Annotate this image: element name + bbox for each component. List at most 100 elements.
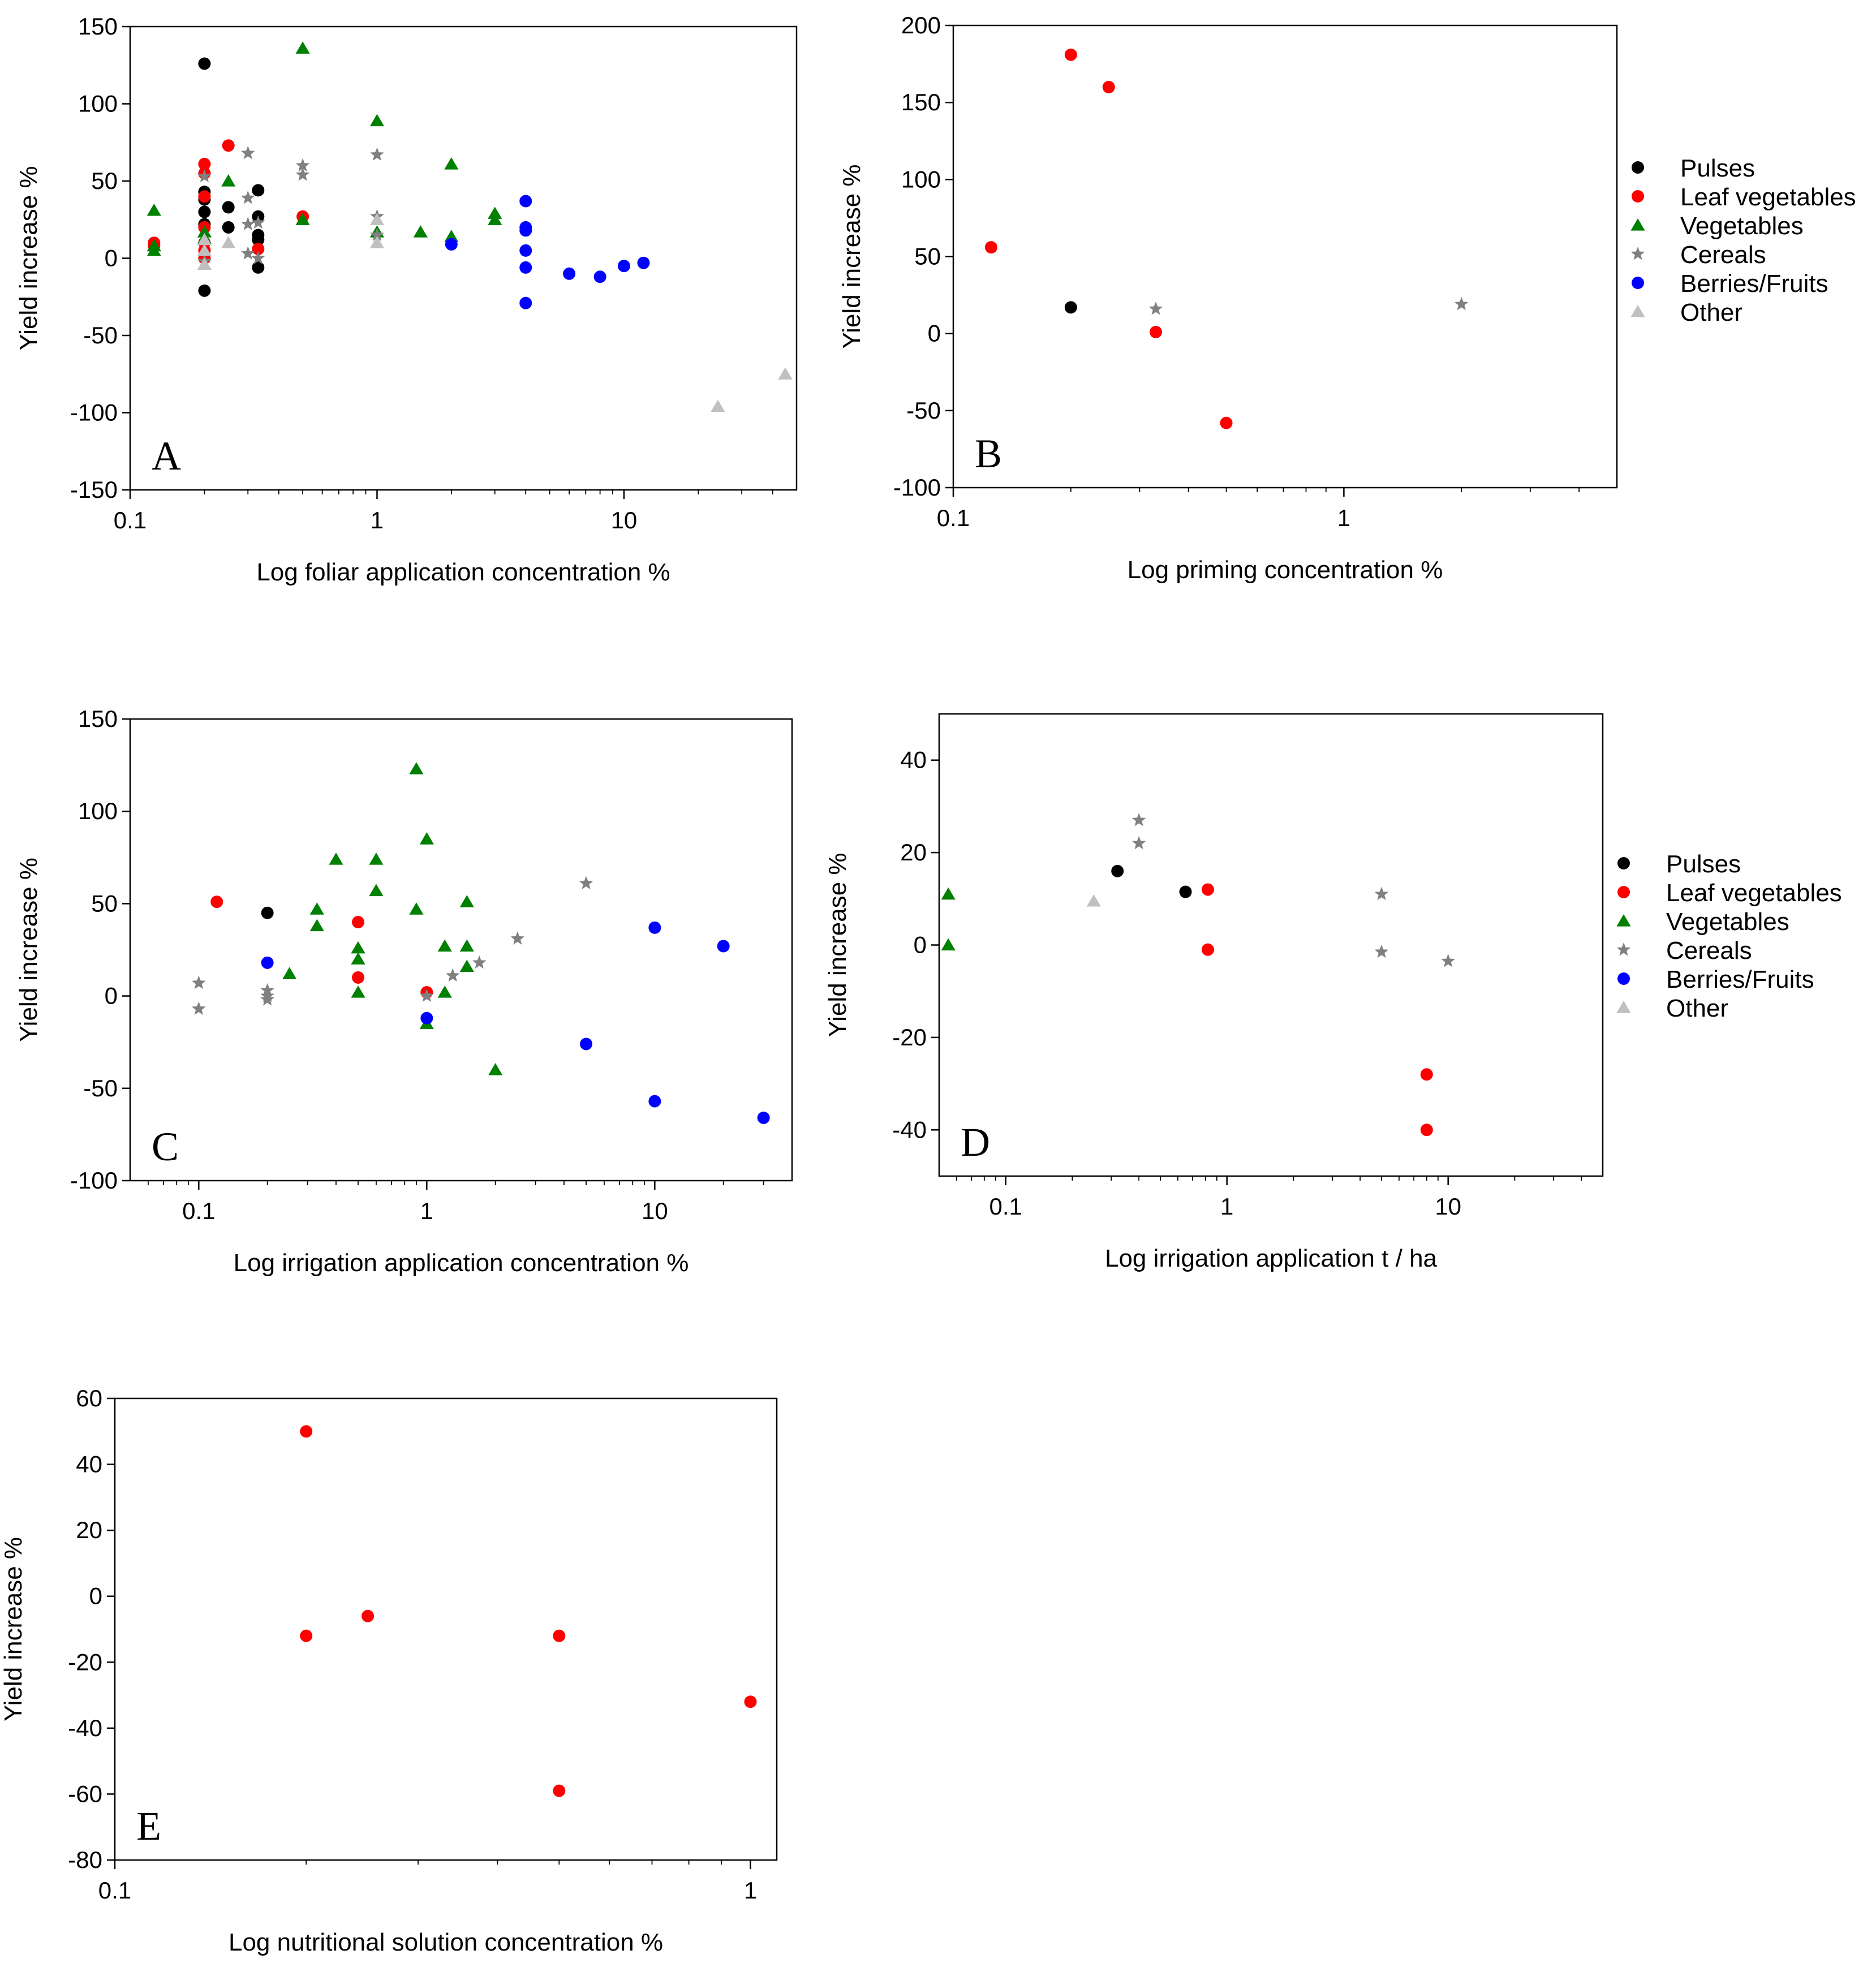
data-point-pulses — [252, 233, 265, 246]
series-vegetables — [147, 41, 502, 256]
series-berries-fruits — [445, 195, 650, 309]
y-tick-label: 40 — [76, 1451, 102, 1478]
data-point-vegetables — [409, 762, 424, 774]
y-tick-label: 40 — [900, 747, 927, 773]
y-tick-label: -50 — [83, 1075, 118, 1101]
data-point-leaf-vegetables — [1420, 1123, 1433, 1136]
legend-marker-other — [1630, 305, 1645, 317]
data-point-other — [1086, 894, 1101, 907]
data-point-vegetables — [488, 206, 502, 219]
data-point-cereals — [370, 227, 384, 242]
data-point-other — [221, 236, 236, 248]
y-tick-label: -20 — [892, 1024, 927, 1051]
data-point-leaf-vegetables — [984, 241, 997, 254]
y-tick-label: 50 — [914, 243, 941, 270]
y-axis-title: Yield increase % — [838, 164, 866, 348]
data-point-vegetables — [409, 902, 424, 915]
data-point-vegetables — [295, 41, 310, 54]
data-point-leaf-vegetables — [252, 243, 265, 256]
legend-marker-cereals — [1630, 247, 1645, 260]
data-point-cereals — [197, 169, 212, 183]
legend-marker-other — [1616, 1001, 1631, 1013]
x-tick-label: 10 — [1435, 1193, 1461, 1220]
data-point-leaf-vegetables — [1420, 1068, 1433, 1081]
data-point-other — [197, 257, 212, 270]
x-tick-label: 0.1 — [937, 505, 970, 531]
series-pulses — [1064, 301, 1077, 314]
y-tick-label: 0 — [89, 1583, 102, 1609]
x-tick-label: 10 — [611, 507, 638, 533]
panel-c: -100 -50 0 50 100 150 0.1 1 10 Log irrigation app… — [15, 705, 793, 1277]
y-tick-label: -60 — [68, 1780, 102, 1807]
data-point-leaf-vegetables — [222, 139, 235, 152]
data-point-leaf-vegetables — [744, 1695, 757, 1708]
data-point-vegetables — [941, 938, 956, 951]
data-point-cereals — [1374, 944, 1389, 958]
data-point-berries-fruits — [420, 1011, 433, 1024]
panel-d: -40 -20 0 20 40 0.1 1 10 Log irrigation applicat… — [824, 713, 1842, 1272]
data-point-cereals — [472, 955, 487, 969]
series-leaf-vegetables — [300, 1425, 757, 1797]
y-axis-title: Yield increase % — [824, 853, 851, 1037]
data-point-pulses — [252, 184, 265, 197]
y-tick-label: 100 — [78, 798, 118, 824]
data-point-vegetables — [309, 919, 324, 932]
data-point-leaf-vegetables — [300, 1425, 313, 1438]
data-point-berries-fruits — [617, 260, 630, 273]
x-tick-label: 1 — [371, 507, 384, 533]
data-point-vegetables — [309, 902, 324, 915]
series-pulses — [261, 906, 274, 919]
data-point-cereals — [240, 191, 255, 204]
y-tick-label: 150 — [78, 705, 118, 732]
series-vegetables — [941, 887, 956, 951]
data-point-other — [369, 236, 385, 248]
data-point-vegetables — [295, 213, 310, 225]
legend-label: Cereals — [1666, 937, 1752, 965]
legend-label: Pulses — [1680, 154, 1755, 182]
data-point-leaf-vegetables — [1064, 48, 1077, 61]
series-leaf-vegetables — [984, 48, 1233, 429]
legend-marker-pulses — [1617, 857, 1630, 869]
data-point-cereals — [295, 158, 310, 172]
legend-marker-leaf-vegetables — [1617, 886, 1630, 898]
series-pulses — [1111, 864, 1192, 898]
data-point-pulses — [1064, 301, 1077, 314]
x-axis-title: Log irrigation application t / ha — [1105, 1245, 1438, 1272]
legend-marker-vegetables — [1630, 218, 1645, 231]
y-tick-label: 150 — [78, 13, 118, 40]
x-tick-label: 1 — [1220, 1193, 1233, 1220]
data-point-berries-fruits — [580, 1037, 593, 1051]
panel-label: B — [975, 431, 1002, 476]
y-tick-label: -20 — [68, 1648, 102, 1675]
legend-label: Berries/Fruits — [1666, 966, 1814, 993]
data-point-cereals — [1374, 886, 1389, 901]
data-point-cereals — [1131, 812, 1146, 826]
data-point-cereals — [240, 246, 255, 260]
legend-marker-berries-fruits — [1632, 277, 1644, 289]
legend-label: Berries/Fruits — [1680, 270, 1828, 298]
data-point-leaf-vegetables — [1149, 325, 1162, 338]
data-point-leaf-vegetables — [352, 971, 365, 984]
data-point-other — [369, 213, 385, 225]
data-point-berries-fruits — [648, 1095, 661, 1108]
data-point-berries-fruits — [519, 296, 532, 309]
data-point-leaf-vegetables — [198, 157, 211, 170]
legend-marker-berries-fruits — [1617, 972, 1630, 985]
data-point-other — [197, 233, 212, 246]
data-point-leaf-vegetables — [352, 916, 365, 929]
data-point-vegetables — [444, 157, 459, 170]
y-tick-label: 0 — [914, 932, 927, 958]
data-point-pulses — [1111, 864, 1124, 877]
data-point-berries-fruits — [757, 1112, 770, 1125]
panel-b: -100 -50 0 50 100 150 200 0.1 1 Log priming conce… — [838, 12, 1856, 584]
panel-label: C — [152, 1124, 179, 1169]
series-leaf-vegetables — [1202, 883, 1433, 1136]
data-point-cereals — [192, 975, 206, 989]
y-tick-label: -40 — [892, 1116, 927, 1143]
data-point-vegetables — [147, 203, 161, 216]
panel-a: -150 -100 -50 0 50 100 150 0.1 1 10 Log foliar app… — [15, 13, 798, 586]
data-point-berries-fruits — [637, 256, 650, 269]
data-point-vegetables — [351, 985, 365, 998]
legend-label: Leaf vegetables — [1680, 183, 1856, 211]
